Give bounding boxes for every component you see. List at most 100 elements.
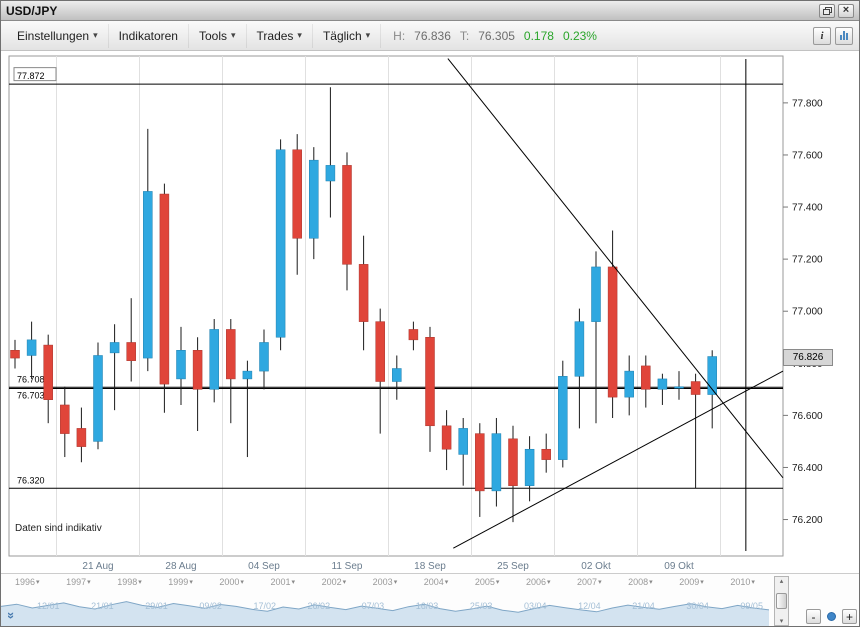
candle <box>541 433 551 473</box>
navigator-date[interactable]: 25/03 <box>469 601 493 611</box>
navigator-date[interactable]: 21/01 <box>91 601 114 611</box>
candle <box>159 183 170 413</box>
navigator-year[interactable]: 2006 ▾ <box>526 577 551 587</box>
restore-window-button[interactable] <box>819 3 835 18</box>
line-price-label: 76.703 <box>17 391 45 401</box>
menu-label: Indikatoren <box>118 28 178 43</box>
candle <box>558 360 568 468</box>
menu-einstellungen[interactable]: Einstellungen ▾ <box>7 23 109 48</box>
x-axis-week-label: 18 Sep <box>414 561 446 572</box>
navigator-date[interactable]: 21/04 <box>632 601 655 611</box>
window-titlebar[interactable]: USD/JPY × <box>1 1 859 21</box>
high-value: 76.836 <box>414 28 451 43</box>
navigator-year[interactable]: 2008 ▾ <box>628 577 653 587</box>
candle <box>425 326 435 452</box>
candle <box>524 436 535 502</box>
navigator-year[interactable]: 2005 ▾ <box>475 577 500 587</box>
menu-label: Täglich <box>322 28 362 43</box>
x-axis-week-label: 21 Aug <box>82 561 113 572</box>
trend-line-ascending[interactable] <box>453 370 784 549</box>
navigator-date[interactable]: 12/01 <box>37 601 60 611</box>
navigator-date[interactable]: 26/02 <box>307 601 331 611</box>
menu-tools[interactable]: Tools ▾ <box>189 23 247 48</box>
candle <box>126 298 136 382</box>
navigator-date[interactable]: 29/01 <box>145 601 168 611</box>
zoom-out-button[interactable]: - <box>806 609 821 624</box>
scrollbar-thumb[interactable] <box>776 593 787 609</box>
scroll-up-icon[interactable]: ▴ <box>779 578 784 585</box>
candle <box>325 87 336 218</box>
navigator-year[interactable]: 1998 ▾ <box>117 577 142 587</box>
navigator-date[interactable]: 17/02 <box>253 601 276 611</box>
zoom-reset-dot[interactable] <box>827 612 836 621</box>
navigator-collapse-button[interactable]: » <box>4 607 20 623</box>
sparkline-area <box>1 601 769 626</box>
year-label: 2002 <box>321 577 342 587</box>
navigator-date[interactable]: 07/03 <box>361 601 385 611</box>
navigator-date[interactable]: 03/04 <box>523 601 547 611</box>
scroll-down-icon[interactable]: ▾ <box>779 618 784 625</box>
trend-line-descending[interactable] <box>447 58 784 479</box>
candle <box>60 386 70 458</box>
chevron-down-icon: ▾ <box>297 30 302 40</box>
year-label: 1998 <box>117 577 138 587</box>
plot-area <box>8 55 784 557</box>
candle <box>690 373 701 489</box>
sparkline-line <box>1 601 769 613</box>
navigator-date[interactable]: 09/02 <box>199 601 222 611</box>
low-label: T: <box>459 28 470 43</box>
navigator-date[interactable]: 12/04 <box>578 601 601 611</box>
navigator-year[interactable]: 2010 ▾ <box>730 577 755 587</box>
candle <box>26 321 37 379</box>
navigator-year[interactable]: 2002 ▾ <box>322 577 347 587</box>
navigator-year[interactable]: 2004 ▾ <box>424 577 449 587</box>
double-chevron-icon: » <box>4 611 20 619</box>
chevron-down-icon: ▾ <box>240 579 244 586</box>
navigator-year[interactable]: 2003 ▾ <box>373 577 398 587</box>
candle <box>674 371 684 400</box>
year-label: 2010 <box>730 577 751 587</box>
chart-type-button[interactable] <box>835 26 853 45</box>
candle <box>358 235 369 351</box>
menu-label: Einstellungen <box>17 28 90 43</box>
chevron-down-icon: ▾ <box>291 579 296 586</box>
navigator-year[interactable]: 2009 ▾ <box>679 577 704 587</box>
year-label: 1999 <box>168 577 189 587</box>
navigator-year[interactable]: 1996 ▾ <box>15 577 40 587</box>
candle <box>624 355 634 416</box>
candle <box>574 308 585 429</box>
chevron-down-icon: ▾ <box>444 579 449 586</box>
close-icon: × <box>842 4 850 16</box>
window-buttons: × <box>819 3 854 18</box>
navigator-year[interactable]: 1999 ▾ <box>168 577 193 587</box>
navigator-year[interactable]: 2000 ▾ <box>219 577 244 587</box>
navigator-date[interactable]: 09/05 <box>740 601 763 611</box>
navigator-date[interactable]: 16/03 <box>415 601 439 611</box>
x-axis-week-label: 04 Sep <box>248 561 280 572</box>
navigator-year[interactable]: 2001 ▾ <box>270 577 295 587</box>
current-price-value: 76.826 <box>792 351 824 363</box>
zoom-in-button[interactable]: + <box>842 609 857 624</box>
menu-label: Trades <box>256 28 294 43</box>
menu-indikatoren[interactable]: Indikatoren <box>109 23 189 48</box>
close-window-button[interactable]: × <box>838 3 854 18</box>
candle <box>309 147 319 260</box>
info-icon: i <box>820 29 824 42</box>
change-percent: 0.23% <box>562 28 597 43</box>
current-price-tag: 76.826 <box>783 348 833 366</box>
navigator-scrollbar[interactable]: ▴ ▾ <box>774 576 789 626</box>
navigator-sparkline[interactable] <box>1 574 769 627</box>
chart-region: 21 Aug 28 Aug 04 Sep 11 Sep 18 Sep 25 Sep 02 O… <box>1 51 860 573</box>
info-button[interactable]: i <box>813 26 831 45</box>
navigator-date[interactable]: 30/04 <box>686 601 709 611</box>
menu-trades[interactable]: Trades ▾ <box>247 23 313 48</box>
navigator-year[interactable]: 1997 ▾ <box>66 577 91 587</box>
y-axis-label: 77.000 <box>792 307 823 318</box>
price-chart[interactable]: 21 Aug 28 Aug 04 Sep 11 Sep 18 Sep 25 Sep 02 O… <box>1 51 860 573</box>
menu-interval-taeglich[interactable]: Täglich ▾ <box>313 23 382 48</box>
year-label: 2006 <box>525 577 546 587</box>
candle <box>408 321 419 351</box>
navigator-dates-row: 12/01 21/01 29/01 09/02 17/02 26/02 07/03 16/03… <box>37 601 763 611</box>
navigator-year[interactable]: 2007 ▾ <box>577 577 602 587</box>
